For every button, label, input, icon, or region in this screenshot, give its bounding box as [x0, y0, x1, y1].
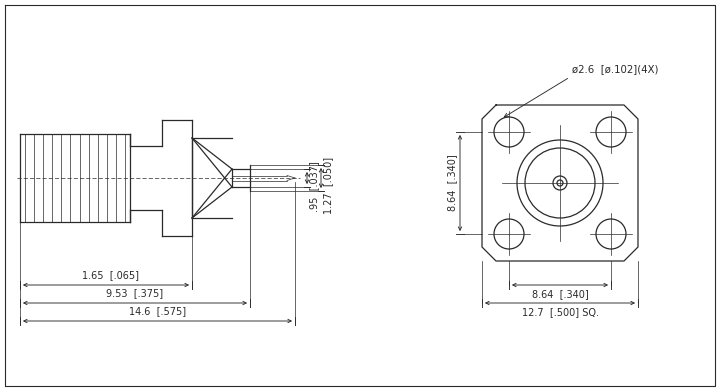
- Text: 8.64  [.340]: 8.64 [.340]: [531, 289, 588, 299]
- Text: 1.65  [.065]: 1.65 [.065]: [83, 270, 140, 280]
- Text: 8.64  [.340]: 8.64 [.340]: [447, 154, 457, 212]
- Text: .95  [.037]: .95 [.037]: [309, 161, 319, 212]
- Text: 1.27  [.050]: 1.27 [.050]: [323, 157, 333, 214]
- Text: ø2.6  [ø.102](4X): ø2.6 [ø.102](4X): [572, 64, 659, 74]
- Text: 9.53  [.375]: 9.53 [.375]: [107, 288, 163, 298]
- Text: 12.7  [.500] SQ.: 12.7 [.500] SQ.: [521, 307, 598, 317]
- Text: 14.6  [.575]: 14.6 [.575]: [129, 306, 186, 316]
